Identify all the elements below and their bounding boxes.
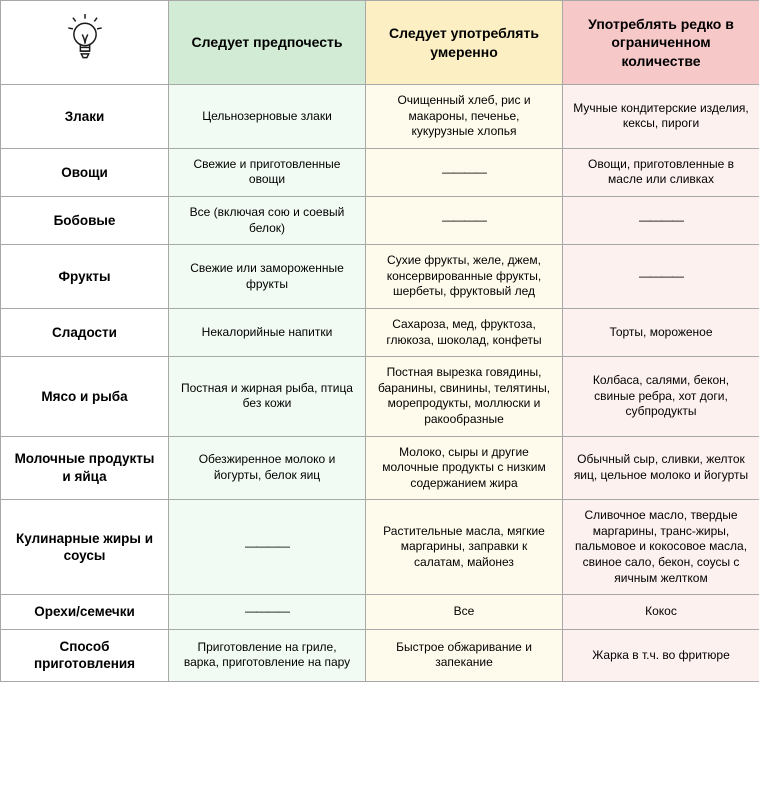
cell-prefer: Приготовление на гриле, варка, приготовл… [169, 630, 366, 682]
cell-moderate: Молоко, сыры и другие молочные продукты … [366, 437, 563, 501]
cell-prefer: Обезжиренное молоко и йогурты, белок яиц [169, 437, 366, 501]
cell-moderate: Очищенный хлеб, рис и макароны, печенье,… [366, 85, 563, 149]
row-label: Сладости [1, 309, 169, 357]
header-icon-cell [1, 1, 169, 85]
row-label: Злаки [1, 85, 169, 149]
cell-moderate: ———— [366, 197, 563, 245]
row-label: Способ приготовления [1, 630, 169, 682]
cell-rare: Торты, мороженое [563, 309, 759, 357]
cell-rare: ———— [563, 197, 759, 245]
row-label: Фрукты [1, 245, 169, 309]
cell-rare: Сливочное масло, твердые маргарины, тран… [563, 500, 759, 595]
cell-moderate: Все [366, 595, 563, 630]
row-label: Молочные продукты и яйца [1, 437, 169, 501]
row-label: Орехи/семечки [1, 595, 169, 630]
cell-moderate: Быстрое обжаривание и запекание [366, 630, 563, 682]
cell-prefer: Свежие или замороженные фрукты [169, 245, 366, 309]
row-label: Кулинарные жиры и соусы [1, 500, 169, 595]
cell-prefer: ———— [169, 595, 366, 630]
cell-moderate: Растительные масла, мягкие маргарины, за… [366, 500, 563, 595]
food-recommendations-table: Следует предпочесть Следует употреблять … [0, 0, 759, 682]
header-rare: Употреблять редко в ограниченном количес… [563, 1, 759, 85]
cell-rare: Жарка в т.ч. во фритюре [563, 630, 759, 682]
cell-moderate: Сухие фрукты, желе, джем, консервированн… [366, 245, 563, 309]
cell-rare: Овощи, приготовленные в масле или сливка… [563, 149, 759, 197]
cell-prefer: Некалорийные напитки [169, 309, 366, 357]
cell-rare: Обычный сыр, сливки, желток яиц, цельное… [563, 437, 759, 501]
row-label: Бобовые [1, 197, 169, 245]
row-label: Мясо и рыба [1, 357, 169, 436]
cell-rare: ———— [563, 245, 759, 309]
cell-moderate: Сахароза, мед, фруктоза, глюкоза, шокола… [366, 309, 563, 357]
header-moderate: Следует употреблять умеренно [366, 1, 563, 85]
cell-prefer: ———— [169, 500, 366, 595]
cell-prefer: Цельнозерновые злаки [169, 85, 366, 149]
cell-prefer: Все (включая сою и соевый белок) [169, 197, 366, 245]
cell-rare: Колбаса, салями, бекон, свиные ребра, хо… [563, 357, 759, 436]
cell-prefer: Постная и жирная рыба, птица без кожи [169, 357, 366, 436]
cell-rare: Мучные кондитерские изделия, кексы, пиро… [563, 85, 759, 149]
header-prefer: Следует предпочесть [169, 1, 366, 85]
cell-moderate: ———— [366, 149, 563, 197]
cell-rare: Кокос [563, 595, 759, 630]
cell-moderate: Постная вырезка говядины, баранины, свин… [366, 357, 563, 436]
cell-prefer: Свежие и приготовленные овощи [169, 149, 366, 197]
lightbulb-icon [66, 14, 104, 70]
row-label: Овощи [1, 149, 169, 197]
